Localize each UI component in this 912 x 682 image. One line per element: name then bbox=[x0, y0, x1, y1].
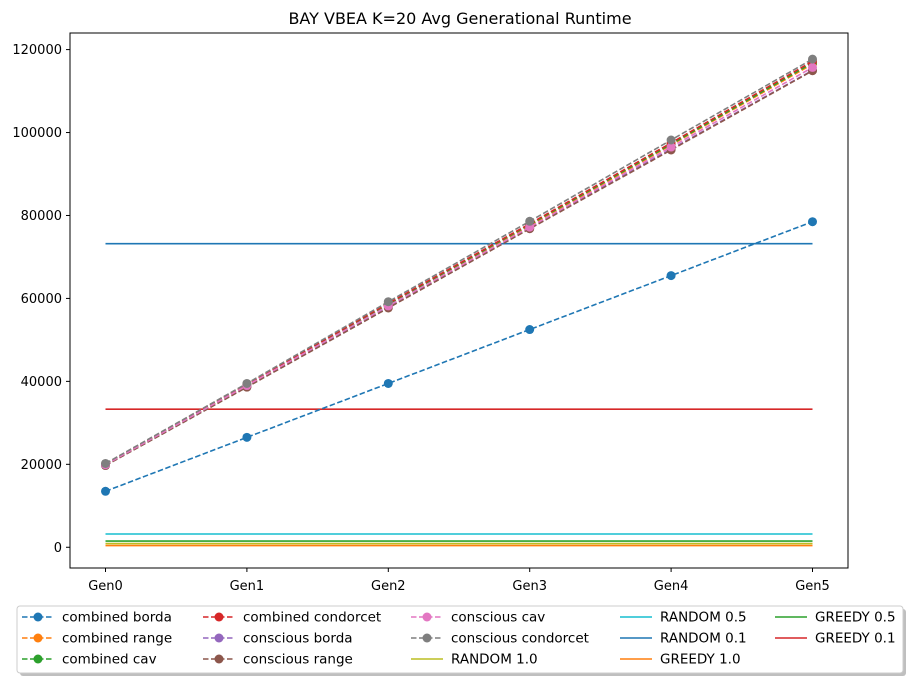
legend-label: RANDOM 1.0 bbox=[451, 652, 538, 668]
legend-label: RANDOM 0.1 bbox=[660, 631, 747, 647]
x-tick-label: Gen5 bbox=[795, 579, 830, 594]
data-point bbox=[101, 458, 110, 468]
legend-marker bbox=[214, 654, 224, 664]
data-point bbox=[242, 432, 252, 442]
data-point bbox=[383, 378, 393, 388]
y-tick-label: 120000 bbox=[12, 43, 62, 58]
y-tick-label: 40000 bbox=[21, 375, 62, 390]
plot-frame bbox=[69, 32, 849, 569]
data-point bbox=[808, 62, 817, 72]
legend-label: GREEDY 1.0 bbox=[660, 652, 741, 668]
legend-marker bbox=[33, 654, 43, 664]
y-tick-label: 60000 bbox=[21, 292, 62, 307]
x-tick-label: Gen1 bbox=[230, 579, 265, 594]
data-point bbox=[525, 325, 535, 335]
y-tick-label: 20000 bbox=[21, 458, 62, 473]
data-point bbox=[808, 217, 817, 227]
data-point bbox=[383, 297, 393, 307]
legend-label: conscious condorcet bbox=[451, 631, 589, 647]
data-point bbox=[525, 216, 535, 226]
legend-marker bbox=[33, 633, 43, 643]
legend-label: combined borda bbox=[62, 610, 172, 626]
chart-title: BAY VBEA K=20 Avg Generational Runtime bbox=[288, 9, 631, 28]
y-tick-label: 0 bbox=[54, 541, 62, 556]
legend-marker bbox=[422, 612, 432, 622]
x-tick-label: Gen0 bbox=[88, 579, 123, 594]
series-line bbox=[105, 62, 813, 466]
data-point bbox=[666, 271, 676, 281]
y-tick-label: 100000 bbox=[12, 126, 62, 141]
series-line bbox=[105, 70, 813, 467]
x-tick-label: Gen4 bbox=[654, 579, 689, 594]
legend-marker bbox=[214, 633, 224, 643]
y-axis: 0 20000 40000 60000 80000 100000 120000 bbox=[12, 43, 70, 556]
plot-area bbox=[101, 54, 817, 547]
series-line bbox=[105, 220, 813, 493]
data-point bbox=[101, 486, 110, 496]
legend-marker bbox=[422, 633, 432, 643]
series-line bbox=[105, 66, 813, 466]
legend-label: combined range bbox=[62, 631, 172, 647]
legend-label: conscious range bbox=[243, 652, 353, 668]
data-point bbox=[666, 142, 676, 152]
x-tick-label: Gen2 bbox=[371, 579, 406, 594]
legend-marker bbox=[33, 612, 43, 622]
legend-box bbox=[16, 605, 904, 674]
y-tick-label: 80000 bbox=[21, 209, 62, 224]
data-point bbox=[242, 378, 252, 388]
legend-label: conscious cav bbox=[451, 610, 545, 626]
x-axis: Gen0 Gen1 Gen2 Gen3 Gen4 Gen5 bbox=[88, 568, 830, 594]
x-tick-label: Gen3 bbox=[512, 579, 547, 594]
data-point bbox=[808, 54, 817, 64]
legend: combined borda combined range combined cav… bbox=[16, 605, 906, 676]
data-point bbox=[666, 135, 676, 145]
legend-marker bbox=[214, 612, 224, 622]
legend-label: RANDOM 0.5 bbox=[660, 610, 747, 626]
legend-label: GREEDY 0.5 bbox=[815, 610, 896, 626]
legend-label: conscious borda bbox=[243, 631, 353, 647]
legend-label: combined condorcet bbox=[243, 610, 381, 626]
legend-label: combined cav bbox=[62, 652, 157, 668]
legend-label: GREEDY 0.1 bbox=[815, 631, 896, 647]
